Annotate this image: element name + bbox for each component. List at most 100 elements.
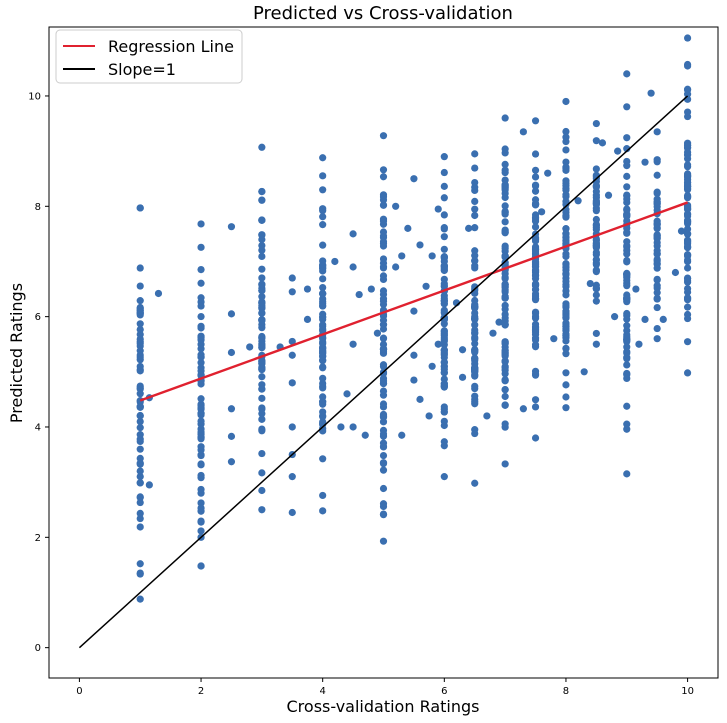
scatter-point: [379, 460, 388, 468]
scatter-point: [136, 362, 144, 371]
scatter-point: [258, 385, 266, 393]
scatter-point: [623, 229, 631, 237]
scatter-point: [501, 182, 509, 190]
scatter-point: [471, 315, 479, 324]
scatter-point: [440, 194, 448, 202]
scatter-point: [653, 294, 661, 302]
scatter-point: [683, 294, 692, 302]
scatter-point: [683, 284, 692, 293]
scatter-point: [653, 282, 661, 290]
y-tick-label: 8: [35, 202, 41, 213]
scatter-point: [501, 401, 509, 409]
scatter-point: [440, 365, 448, 373]
scatter-point: [471, 224, 479, 232]
scatter-point: [197, 518, 205, 526]
scatter-point: [319, 186, 327, 194]
scatter-point: [398, 431, 406, 439]
x-tick-label: 8: [563, 686, 569, 697]
scatter-point: [136, 417, 144, 426]
scatter-point: [258, 449, 266, 458]
scatter-point: [623, 322, 631, 330]
scatter-point: [288, 508, 296, 517]
scatter-point: [623, 258, 631, 266]
scatter-point: [288, 379, 296, 387]
scatter-point: [227, 458, 236, 466]
scatter-point: [531, 396, 540, 404]
scatter-point: [379, 242, 388, 250]
scatter-point: [659, 315, 667, 323]
scatter-point: [392, 263, 400, 271]
scatter-point: [379, 287, 388, 295]
scatter-point: [197, 562, 205, 570]
scatter-point: [635, 340, 643, 348]
scatter-point: [303, 315, 312, 323]
scatter-point: [319, 172, 327, 180]
scatter-point: [379, 166, 388, 174]
scatter-point: [531, 173, 540, 181]
scatter-point: [471, 302, 479, 311]
scatter-point: [136, 493, 144, 501]
scatter-point: [355, 290, 363, 299]
scatter-point: [319, 325, 327, 333]
scatter-point: [501, 294, 509, 302]
scatter-point: [197, 340, 205, 348]
scatter-point: [136, 309, 144, 318]
scatter-point: [471, 347, 479, 355]
scatter-point: [531, 309, 540, 317]
y-tick-label: 4: [35, 422, 41, 433]
scatter-point: [531, 182, 540, 190]
scatter-point: [379, 387, 388, 395]
scatter-point: [440, 358, 448, 366]
scatter-point: [623, 162, 631, 170]
scatter-point: [483, 412, 491, 420]
scatter-point: [379, 272, 388, 280]
scatter-point: [501, 377, 509, 385]
scatter-point: [538, 208, 546, 216]
scatter-point: [562, 200, 570, 209]
scatter-point: [416, 241, 424, 249]
scatter-point: [592, 224, 600, 232]
scatter-point: [683, 148, 692, 156]
scatter-point: [531, 117, 540, 125]
scatter-point: [440, 245, 448, 253]
scatter-point: [136, 390, 144, 398]
scatter-point: [258, 506, 266, 514]
scatter-point: [337, 423, 345, 431]
scatter-point: [136, 204, 144, 212]
scatter-point: [319, 408, 327, 416]
scatter-point: [501, 275, 509, 283]
scatter-point: [440, 383, 448, 391]
scatter-point: [471, 197, 479, 206]
scatter-point: [592, 248, 600, 256]
scatter-point: [367, 285, 375, 293]
scatter-point: [471, 251, 479, 260]
scatter-point: [258, 274, 266, 282]
scatter-point: [519, 405, 527, 413]
scatter-point: [653, 324, 661, 333]
scatter-point: [379, 500, 388, 508]
scatter-point: [136, 411, 144, 420]
scatter-point: [136, 437, 144, 446]
scatter-point: [136, 403, 144, 411]
scatter-point: [319, 347, 327, 356]
scatter-point: [604, 191, 613, 199]
scatter-point: [683, 192, 692, 201]
scatter-point: [562, 192, 570, 201]
scatter-point: [683, 303, 692, 311]
scatter-point: [136, 570, 144, 578]
scatter-point: [258, 317, 266, 325]
scatter-point: [379, 255, 388, 263]
scatter-point: [319, 257, 327, 265]
scatter-point: [683, 244, 692, 252]
scatter-point: [531, 196, 540, 204]
scatter-point: [258, 280, 266, 288]
scatter-point: [471, 178, 479, 187]
scatter-point: [531, 403, 540, 411]
scatter-point: [197, 324, 205, 332]
scatter-point: [562, 225, 570, 233]
scatter-point: [319, 267, 327, 275]
scatter-point: [440, 473, 448, 481]
scatter-point: [531, 223, 540, 231]
scatter-point: [501, 229, 509, 237]
